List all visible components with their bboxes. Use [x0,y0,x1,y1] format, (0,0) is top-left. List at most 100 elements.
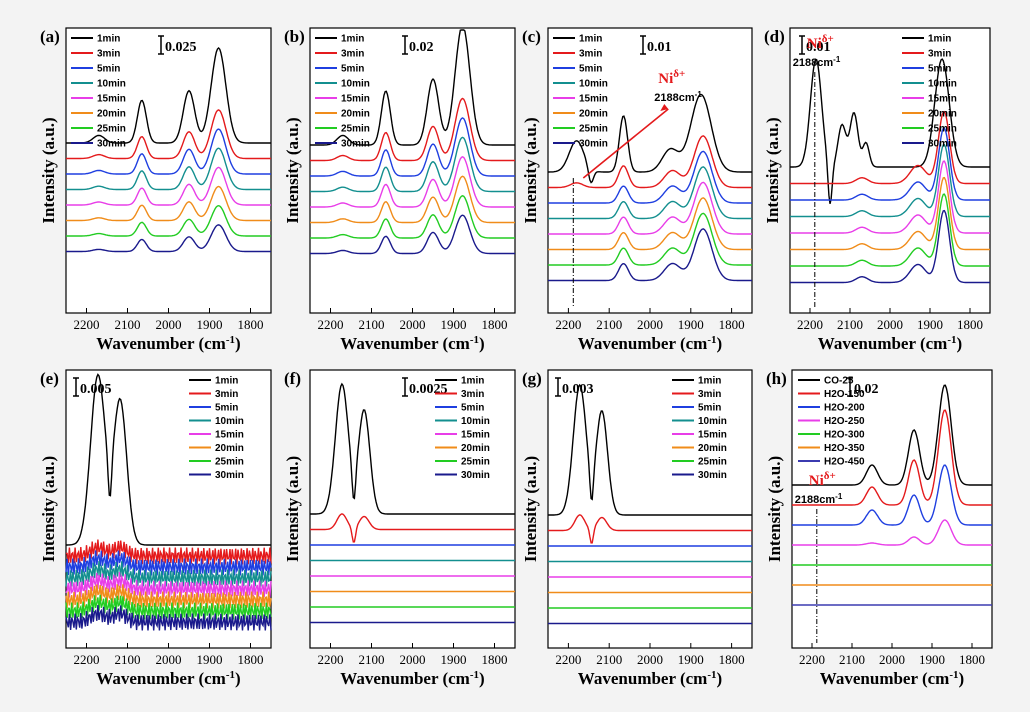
series-line-1 [790,58,990,204]
series-line-3 [66,128,271,175]
scale-bar-value: 0.02 [409,40,434,55]
legend-entry: 5min [698,403,721,414]
series-line-7 [790,193,990,267]
legend-entry: 15min [928,94,957,105]
plot-frame [789,27,991,314]
y-axis-label: Intensity (a.u.) [283,456,302,562]
series-line-8 [66,224,271,253]
x-tick-label: 1800 [719,652,745,667]
legend-entry: 3min [215,389,238,400]
species-annotation: Niδ+ [809,470,836,489]
legend-entry: 3min [341,49,364,60]
legend-entry: 30min [215,470,244,481]
legend-entry: 20min [698,443,727,454]
panel-a: 2200 2100 2000 1900 1800 Wavenumber (cm-1) Int… [39,27,272,353]
legend-entry: 15min [579,94,608,105]
legend-entry: 10min [698,416,727,427]
x-tick-label: 2200 [555,317,581,332]
legend-entry: CO-25 [824,376,854,387]
scale-bar-value: 0.01 [647,40,672,55]
legend-entry: 1min [97,34,120,45]
y-axis-label: Intensity (a.u.) [765,456,784,562]
series-line-1 [66,47,271,144]
legend-entry: 1min [461,376,484,387]
arrow-head [660,104,669,111]
x-tick-label: 2100 [359,317,385,332]
x-tick-label: 1900 [919,652,945,667]
x-tick-label: 1800 [238,652,264,667]
legend-entry: 3min [579,49,602,60]
legend-entry: 25min [341,124,370,135]
legend-entry: 30min [928,139,957,150]
legend-entry: 20min [215,443,244,454]
legend-entry: 10min [215,416,244,427]
legend-entry: H2O-200 [824,403,865,414]
legend-entry: H2O-150 [824,389,865,400]
panel-d: 2200 2100 2000 1900 1800 Wavenumber (cm-1) Int… [763,27,991,353]
x-tick-label: 2000 [637,317,663,332]
legend-entry: 5min [341,64,364,75]
x-tick-label: 1900 [197,652,223,667]
series-line-5 [310,156,515,208]
panel-letter: (b) [284,27,305,46]
x-tick-label: 1800 [719,317,745,332]
x-tick-label: 1800 [957,317,983,332]
legend-entry: 20min [461,443,490,454]
series-line-2 [548,514,752,544]
legend-entry: 5min [579,64,602,75]
legend-entry: 20min [97,109,126,120]
legend-entry: 3min [928,49,951,60]
y-axis-label: Intensity (a.u.) [283,117,302,223]
series-line-1 [792,384,992,486]
legend-entry: 25min [461,457,490,468]
plot-frame [547,369,753,649]
legend-entry: 30min [97,139,126,150]
series-line-6 [790,176,990,251]
plot-frame [309,27,516,314]
legend-entry: 10min [579,79,608,90]
panel-letter: (e) [40,369,59,388]
legend-entry: 30min [461,470,490,481]
legend-entry: 3min [461,389,484,400]
legend-entry: 1min [341,34,364,45]
scale-bar-value: 0.003 [562,382,594,397]
x-tick-label: 2200 [74,317,100,332]
series-line-2 [66,109,271,160]
legend-entry: 20min [579,109,608,120]
x-tick-label: 2100 [359,652,385,667]
series-line-5 [548,181,752,235]
legend-entry: 25min [928,124,957,135]
series-line-5 [790,160,990,234]
x-tick-label: 1900 [678,317,704,332]
panel-letter: (g) [522,369,542,388]
series-line-3 [790,127,990,201]
x-tick-label: 2100 [115,317,141,332]
panel-letter: (d) [764,27,785,46]
y-axis-label: Intensity (a.u.) [763,117,782,223]
x-axis-label: Wavenumber (cm-1) [818,334,962,353]
legend-entry: 10min [341,79,370,90]
panel-c: 2200 2100 2000 1900 1800 Wavenumber (cm-1) Int… [521,27,753,353]
x-tick-label: 2000 [637,652,663,667]
x-tick-label: 1900 [917,317,943,332]
legend-entry: 15min [215,430,244,441]
legend-entry: 15min [698,430,727,441]
species-annotation: Niδ+ [807,33,834,52]
x-tick-label: 2000 [877,317,903,332]
series-line-7 [65,594,272,620]
x-tick-label: 2200 [74,652,100,667]
series-line-8 [548,228,752,282]
x-tick-label: 2000 [400,652,426,667]
series-line-3 [310,117,515,177]
x-axis-label: Wavenumber (cm-1) [96,334,240,353]
x-tick-label: 2100 [837,317,863,332]
y-axis-label: Intensity (a.u.) [521,456,540,562]
series-line-1 [66,373,271,546]
panel-letter: (h) [766,369,787,388]
scale-bar-value: 0.025 [165,40,197,55]
legend-entry: 10min [97,79,126,90]
series-line-6 [310,175,515,224]
x-tick-label: 2200 [318,652,344,667]
legend-entry: 5min [97,64,120,75]
y-axis-label: Intensity (a.u.) [39,456,58,562]
